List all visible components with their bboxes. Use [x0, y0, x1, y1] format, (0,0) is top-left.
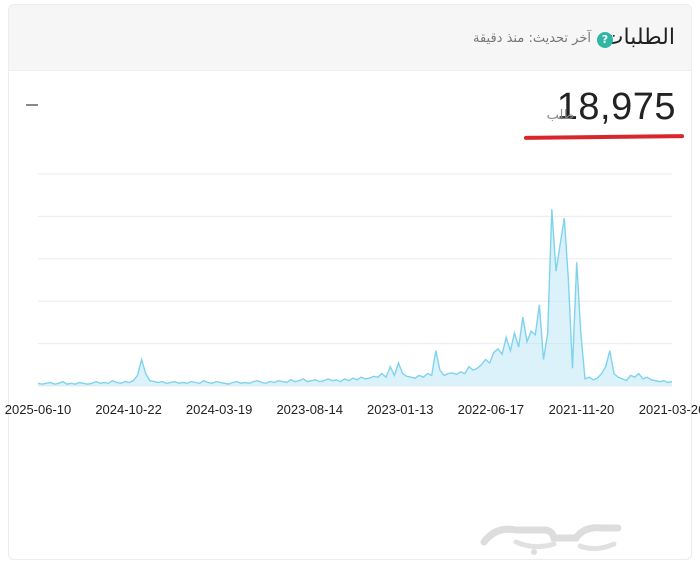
x-tick-label: 2022-06-17 [458, 402, 525, 417]
total-requests-unit: طلب [546, 108, 574, 123]
x-tick-label: 2023-08-14 [276, 402, 343, 417]
series-line [37, 209, 673, 385]
minus-icon[interactable] [26, 104, 38, 106]
x-tick-label: 2023-01-13 [367, 402, 434, 417]
card-header: الطلبات ? آخر تحديث: منذ دقيقة [9, 5, 691, 71]
card-title: الطلبات [602, 25, 675, 50]
x-tick-label: 2024-03-19 [186, 402, 253, 417]
haraj-watermark-logo [480, 524, 622, 555]
x-tick-label: 2025-06-10 [5, 402, 72, 417]
x-tick-label: 2024-10-22 [95, 402, 162, 417]
x-tick-label: 2021-11-20 [549, 402, 615, 417]
series-area [38, 209, 672, 386]
requests-area-chart: 2025-06-10 2024-10-22 2024-03-19 2023-08-14… [5, 173, 700, 417]
total-requests-value: 18,975 [556, 86, 676, 128]
x-tick-label: 2021-03-26 [639, 402, 700, 417]
last-update-text: آخر تحديث: منذ دقيقة [473, 31, 591, 46]
help-icon[interactable]: ? [597, 32, 613, 48]
